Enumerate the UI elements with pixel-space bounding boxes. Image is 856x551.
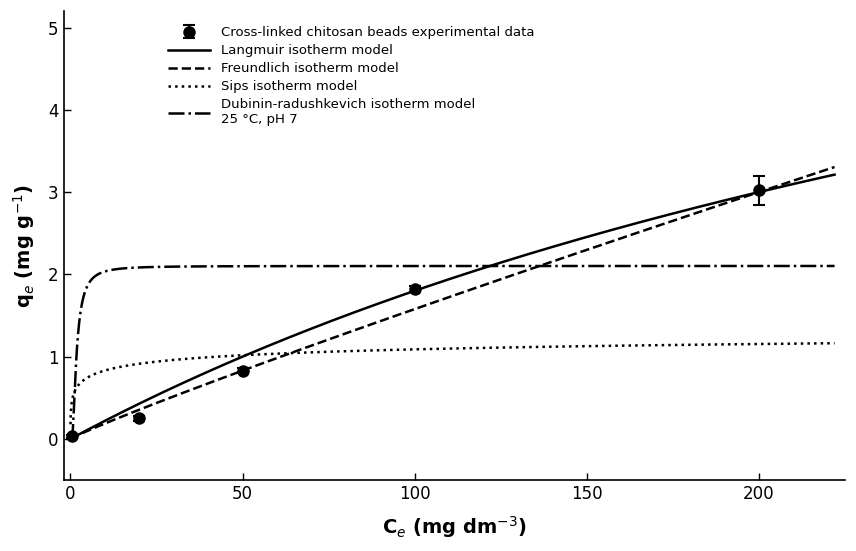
- Dubinin-radushkevich isotherm model
25 °C, pH 7: [829, 263, 840, 269]
- Langmuir isotherm model: [391, 294, 401, 300]
- Sips isotherm model: [814, 340, 824, 347]
- Sips isotherm model: [198, 354, 208, 361]
- Freundlich isotherm model: [152, 399, 163, 406]
- Line: Sips isotherm model: Sips isotherm model: [70, 343, 835, 424]
- Langmuir isotherm model: [359, 306, 369, 312]
- Legend: Cross-linked chitosan beads experimental data, Langmuir isotherm model, Freundli: Cross-linked chitosan beads experimental…: [164, 23, 538, 131]
- X-axis label: C$_e$ (mg dm$^{-3}$): C$_e$ (mg dm$^{-3}$): [382, 514, 526, 540]
- Langmuir isotherm model: [732, 194, 742, 201]
- Sips isotherm model: [359, 347, 369, 354]
- Freundlich isotherm model: [829, 164, 840, 170]
- Dubinin-radushkevich isotherm model
25 °C, pH 7: [732, 263, 742, 269]
- Dubinin-radushkevich isotherm model
25 °C, pH 7: [814, 263, 824, 269]
- Line: Freundlich isotherm model: Freundlich isotherm model: [70, 167, 835, 439]
- Sips isotherm model: [829, 340, 840, 347]
- Freundlich isotherm model: [65, 435, 75, 442]
- Sips isotherm model: [65, 421, 75, 428]
- Freundlich isotherm model: [732, 196, 742, 203]
- Langmuir isotherm model: [198, 371, 208, 377]
- Sips isotherm model: [391, 347, 401, 353]
- Langmuir isotherm model: [152, 392, 163, 398]
- Langmuir isotherm model: [814, 175, 824, 181]
- Langmuir isotherm model: [65, 435, 75, 442]
- Langmuir isotherm model: [829, 171, 840, 178]
- Dubinin-radushkevich isotherm model
25 °C, pH 7: [65, 436, 75, 442]
- Freundlich isotherm model: [359, 324, 369, 331]
- Dubinin-radushkevich isotherm model
25 °C, pH 7: [391, 263, 401, 269]
- Freundlich isotherm model: [198, 382, 208, 388]
- Freundlich isotherm model: [814, 169, 824, 175]
- Sips isotherm model: [732, 341, 742, 348]
- Dubinin-radushkevich isotherm model
25 °C, pH 7: [152, 263, 163, 270]
- Freundlich isotherm model: [391, 312, 401, 318]
- Sips isotherm model: [152, 358, 163, 365]
- Y-axis label: q$_e$ (mg g$^{-1}$): q$_e$ (mg g$^{-1}$): [11, 183, 37, 307]
- Dubinin-radushkevich isotherm model
25 °C, pH 7: [198, 263, 208, 269]
- Line: Dubinin-radushkevich isotherm model
25 °C, pH 7: Dubinin-radushkevich isotherm model 25 °…: [70, 266, 835, 439]
- Dubinin-radushkevich isotherm model
25 °C, pH 7: [359, 263, 369, 269]
- Line: Langmuir isotherm model: Langmuir isotherm model: [70, 175, 835, 439]
